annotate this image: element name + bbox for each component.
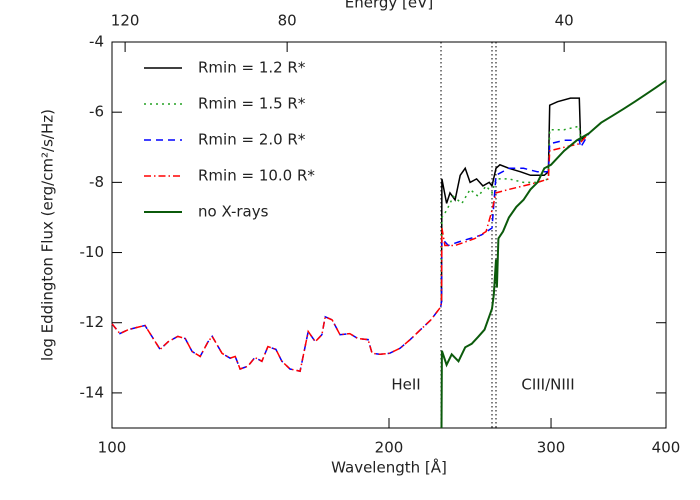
series-line	[440, 125, 590, 303]
y-tick-label: -12	[80, 313, 105, 331]
x-axis-label: Wavelength [Å]	[331, 458, 447, 477]
legend-label: Rmin = 2.0 R*	[198, 131, 306, 149]
legend-label: Rmin = 10.0 R*	[198, 167, 315, 185]
y-tick-label: -8	[89, 173, 104, 191]
series-line	[440, 97, 590, 303]
legend-label: Rmin = 1.2 R*	[198, 59, 306, 77]
y-tick-label: -10	[80, 243, 105, 261]
x-tick-label: 300	[537, 439, 566, 457]
x-tick-label: 200	[375, 439, 404, 457]
x2-tick-label: 40	[555, 12, 574, 30]
plot-frame	[111, 41, 667, 429]
series-line	[111, 132, 590, 373]
y-axis-label: log Eddington Flux (erg/cm²/s/Hz)	[39, 109, 57, 361]
x2-axis-label: Energy [eV]	[345, 0, 433, 12]
x-tick-label: 400	[652, 439, 681, 457]
legend-label: Rmin = 1.5 R*	[198, 95, 306, 113]
annotation: HeII	[391, 376, 420, 394]
y-tick-label: -4	[89, 33, 104, 51]
x-tick-label: 100	[98, 439, 127, 457]
series-line	[440, 79, 667, 429]
y-tick-label: -14	[80, 383, 105, 401]
annotation: CIII/NIII	[521, 376, 574, 394]
legend-label: no X-rays	[198, 203, 269, 221]
series-line	[111, 132, 590, 373]
y-tick-label: -6	[89, 103, 104, 121]
x2-tick-label: 120	[111, 12, 140, 30]
x2-tick-label: 80	[278, 12, 297, 30]
